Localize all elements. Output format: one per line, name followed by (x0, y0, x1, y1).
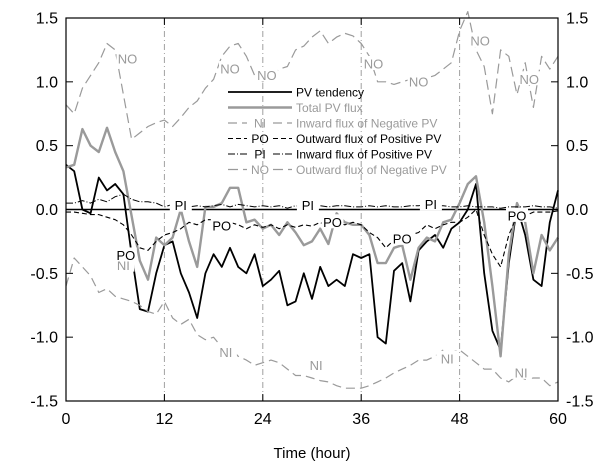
y-tick-label-right: 1.5 (566, 11, 588, 28)
inline-label-bg (407, 73, 430, 88)
y-tick-label-right: -1.0 (566, 330, 594, 347)
legend-entry-label: Outward flux of Negative PV (296, 163, 447, 177)
legend-entry-label: PV tendency (296, 86, 364, 100)
inline-label-bg (419, 196, 442, 211)
y-tick-label-left: 1.5 (36, 11, 58, 28)
inline-series-label: NI (117, 258, 130, 273)
inline-label-bg (214, 344, 237, 359)
y-tick-label-left: -1.5 (30, 394, 58, 411)
inline-label-bg (436, 350, 459, 365)
inline-series-label: NO (257, 68, 277, 83)
inline-label-bg (210, 218, 233, 233)
inline-label-bg (510, 364, 533, 379)
inline-series-label: PO (508, 208, 527, 223)
inline-series-label: NI (219, 345, 232, 360)
inline-label-bg (469, 32, 492, 47)
inline-series-label: PO (393, 231, 412, 246)
series-line (65, 126, 560, 358)
legend-code: PI (254, 148, 265, 162)
inline-label-bg (255, 67, 278, 82)
y-tick-label-right: 0.5 (566, 138, 588, 155)
inline-series-label: PI (175, 198, 187, 213)
x-tick-label: 24 (254, 411, 272, 428)
y-tick-label-left: 1.0 (36, 74, 58, 91)
inline-label-bg (518, 71, 541, 86)
inline-series-label: PI (302, 198, 314, 213)
inline-series-label: PO (212, 219, 231, 234)
legend-entry-label: Total PV flux (296, 101, 363, 115)
inline-label-bg (169, 197, 192, 212)
inline-series-label: NI (441, 351, 454, 366)
inline-series-label: NO (220, 62, 240, 77)
inline-series-label: PI (425, 197, 437, 212)
x-tick-label: 0 (62, 411, 71, 428)
inline-label-bg (362, 55, 385, 70)
legend-code: NI (254, 117, 266, 131)
x-axis-title: Time (hour) (274, 445, 351, 461)
axes: 0 12 24 36 48 60-1.5-1.0-0.50.00.51.01.5-1.5-… (30, 11, 593, 429)
y-tick-label-right: 0.0 (566, 202, 588, 219)
legend-code: NO (251, 163, 269, 177)
inline-series-label: NO (470, 33, 490, 48)
inline-label-bg (506, 207, 528, 222)
inline-label-bg (305, 357, 328, 372)
inline-label-bg (219, 61, 241, 76)
inline-series-label: NO (118, 51, 138, 66)
x-tick-label: 36 (352, 411, 370, 428)
legend-entry-label: Inward flux of Positive PV (296, 148, 432, 162)
inline-label-bg (391, 230, 414, 245)
inline-label-bg (296, 197, 319, 212)
x-tick-label: 12 (156, 411, 174, 428)
legend-entry-label: Outward flux of Positive PV (296, 132, 441, 146)
inline-series-label: PO (116, 248, 135, 263)
inline-label-bg (116, 50, 139, 65)
inline-label-bg (321, 214, 344, 229)
inline-series-label: PO (323, 215, 342, 230)
y-tick-label-left: 0.5 (36, 138, 58, 155)
inline-series-label: NO (409, 74, 429, 89)
series-line (65, 257, 559, 389)
inline-series-label: NO (364, 56, 384, 71)
inline-series-label: NO (520, 72, 540, 87)
y-tick-label-left: -0.5 (30, 266, 58, 283)
x-tick-label: 60 (549, 411, 567, 428)
series-line (66, 208, 559, 268)
inline-series-label: NI (310, 358, 323, 373)
y-tick-label-left: 0.0 (36, 202, 58, 219)
y-tick-label-right: -1.5 (566, 394, 594, 411)
series-line (65, 11, 559, 140)
legend-entry-label: Inward flux of Negative PV (296, 117, 437, 131)
y-tick-label-right: -0.5 (566, 266, 594, 283)
inline-series-label: NI (515, 365, 528, 380)
inline-label-bg (114, 247, 137, 262)
y-tick-label-right: 1.0 (566, 74, 588, 91)
legend-code: PO (251, 132, 268, 146)
y-tick-label-left: -1.0 (30, 330, 58, 347)
x-tick-label: 48 (451, 411, 469, 428)
